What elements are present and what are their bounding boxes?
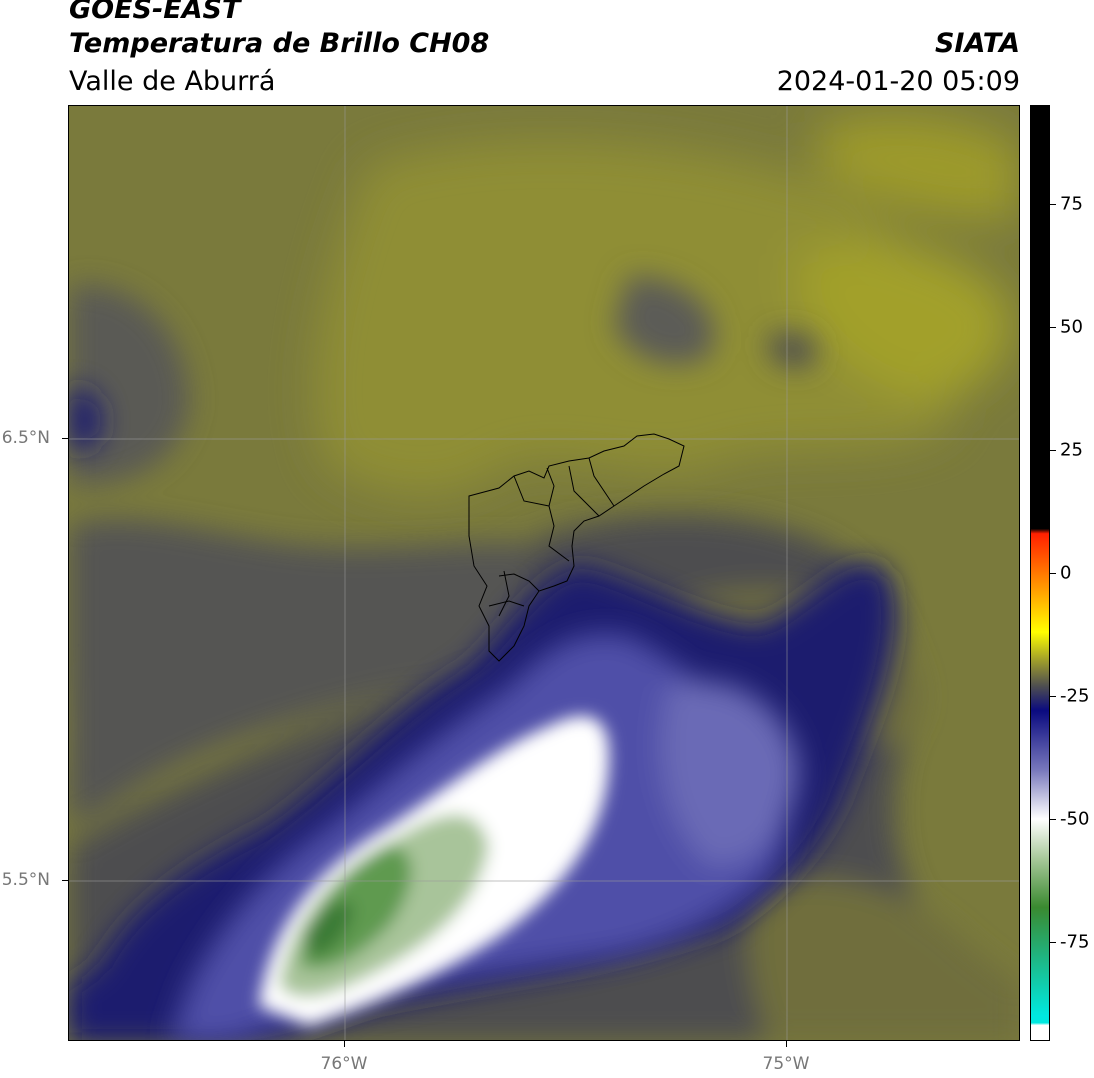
- product-title: Temperatura de Brillo CH08: [69, 28, 490, 59]
- colorbar-tick-label: 75: [1060, 193, 1083, 215]
- graticule: [69, 106, 1019, 1040]
- lon-tick-75: [786, 1041, 787, 1047]
- region-subtitle: Valle de Aburrá: [69, 66, 276, 97]
- colorbar-tick: [1050, 819, 1056, 821]
- colorbar: [1030, 105, 1050, 1041]
- lon-label-76: 76°W: [320, 1054, 368, 1074]
- colorbar-tick: [1050, 696, 1056, 698]
- brightness-temperature-map: [68, 105, 1020, 1041]
- colorbar-tick-label: 50: [1060, 316, 1083, 338]
- lon-tick-76: [344, 1041, 345, 1047]
- lon-label-75: 75°W: [762, 1054, 810, 1074]
- lat-label-6-5: 6.5°N: [1, 428, 50, 448]
- colorbar-tick-label: -75: [1060, 931, 1090, 953]
- colorbar-tick: [1050, 326, 1056, 328]
- colorbar-tick: [1050, 942, 1056, 944]
- lat-tick-5-5: [62, 880, 68, 881]
- satellite-title: GOES-EAST: [69, 0, 241, 25]
- colorbar-tick-label: -25: [1060, 685, 1090, 707]
- colorbar-tick: [1050, 203, 1056, 205]
- municipal-boundaries: [468, 433, 685, 662]
- colorbar-tick: [1050, 449, 1056, 451]
- colorbar-tick-label: -50: [1060, 808, 1090, 830]
- lat-label-5-5: 5.5°N: [1, 870, 50, 890]
- colorbar-tick: [1050, 573, 1056, 574]
- colorbar-tick-label: 0: [1060, 562, 1072, 584]
- organization-label: SIATA: [934, 28, 1020, 59]
- colorbar-tick-label: 25: [1060, 439, 1083, 461]
- coldest-cloud-top: [259, 716, 609, 1026]
- datetime-label: 2024-01-20 05:09: [776, 66, 1020, 97]
- lat-tick-6-5: [62, 438, 68, 439]
